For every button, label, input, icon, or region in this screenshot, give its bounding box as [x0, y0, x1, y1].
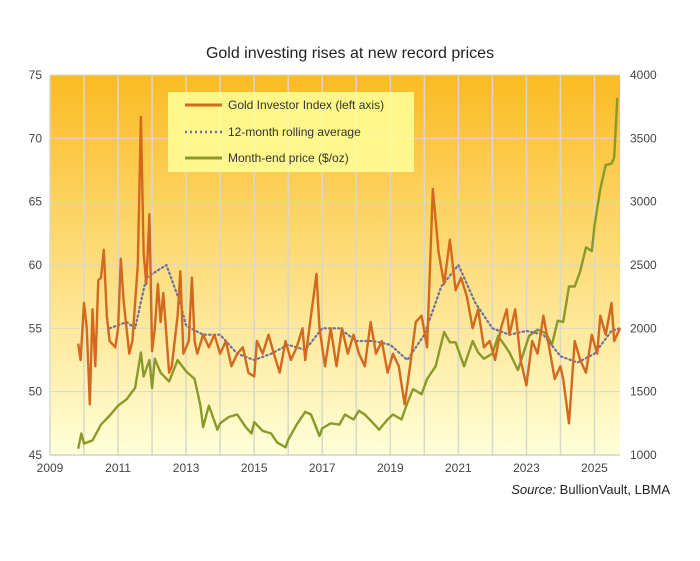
- x-tick-label: 2015: [241, 461, 268, 475]
- legend: Gold Investor Index (left axis) 12-month…: [168, 92, 414, 172]
- y-right-tick-label: 1500: [630, 385, 657, 399]
- x-tick-label: 2017: [309, 461, 336, 475]
- y-right-tick-label: 1000: [630, 448, 657, 462]
- legend-label-price: Month-end price ($/oz): [228, 151, 349, 165]
- y-right-tick-label: 3500: [630, 131, 657, 145]
- x-tick-label: 2009: [37, 461, 64, 475]
- legend-label-index: Gold Investor Index (left axis): [228, 98, 384, 112]
- y-right-tick-label: 2500: [630, 258, 657, 272]
- y-left-tick-label: 45: [29, 448, 43, 462]
- x-tick-label: 2023: [513, 461, 540, 475]
- y-left-tick-label: 65: [29, 195, 43, 209]
- x-tick-label: 2011: [105, 461, 131, 475]
- series-index-line: [77, 115, 622, 425]
- legend-label-average: 12-month rolling average: [228, 125, 361, 139]
- source-label: Source:: [511, 482, 556, 497]
- y-left-tick-label: 55: [29, 321, 43, 335]
- x-tick-label: 2013: [173, 461, 200, 475]
- x-tick-label: 2025: [581, 461, 608, 475]
- y-right-tick-label: 4000: [630, 68, 657, 82]
- y-right-tick-label: 2000: [630, 321, 657, 335]
- y-left-tick-label: 70: [29, 131, 43, 145]
- y-right-tick-label: 3000: [630, 195, 657, 209]
- x-tick-label: 2021: [445, 461, 472, 475]
- source-text: BullionVault, LBMA: [556, 482, 670, 497]
- chart-title: Gold investing rises at new record price…: [206, 45, 494, 62]
- y-left-tick-label: 75: [29, 68, 43, 82]
- x-tick-label: 2019: [377, 461, 404, 475]
- y-left-tick-label: 50: [29, 385, 43, 399]
- y-left-tick-label: 60: [29, 258, 43, 272]
- source-note: Source: BullionVault, LBMA: [511, 482, 670, 497]
